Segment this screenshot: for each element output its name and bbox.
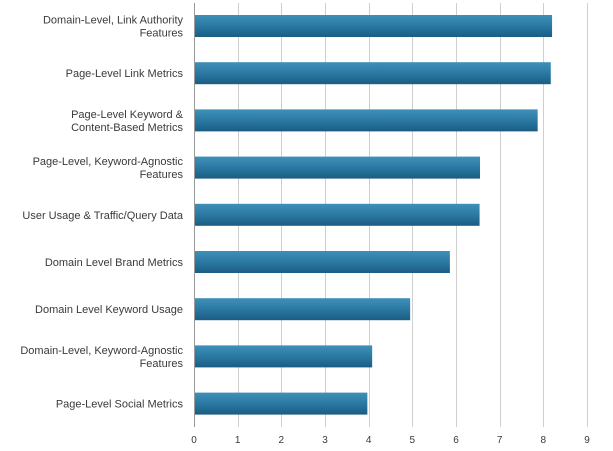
bar-7 xyxy=(195,345,373,368)
category-label-7: Domain-Level, Keyword-Agnostic Features xyxy=(20,345,183,370)
x-tick-label-3: 3 xyxy=(322,435,328,446)
bar-1 xyxy=(195,62,551,85)
category-label-0: Domain-Level, Link Authority Features xyxy=(43,15,184,40)
x-tick-label-0: 0 xyxy=(191,435,197,446)
category-label-2: Page-Level Keyword & Content-Based Metric… xyxy=(71,109,184,134)
bar-8 xyxy=(195,392,368,415)
x-tick-label-7: 7 xyxy=(497,435,503,446)
bar-2 xyxy=(195,109,538,132)
category-label-8: Page-Level Social Metrics xyxy=(56,399,184,411)
category-label-5: Domain Level Brand Metrics xyxy=(45,257,184,269)
category-labels: Domain-Level, Link Authority Features Page… xyxy=(20,15,184,411)
x-tick-label-6: 6 xyxy=(453,435,459,446)
category-label-4: User Usage & Traffic/Query Data xyxy=(22,210,183,222)
x-tick-label-1: 1 xyxy=(235,435,241,446)
bars xyxy=(195,15,553,415)
x-tick-label-2: 2 xyxy=(279,435,285,446)
bar-0 xyxy=(195,15,553,37)
category-label-1: Page-Level Link Metrics xyxy=(66,68,184,80)
x-tick-label-9: 9 xyxy=(584,435,590,446)
category-label-6: Domain Level Keyword Usage xyxy=(35,304,183,316)
x-tick-label-4: 4 xyxy=(366,435,372,446)
x-tick-label-8: 8 xyxy=(541,435,547,446)
x-tick-label-5: 5 xyxy=(410,435,416,446)
category-label-3: Page-Level, Keyword-Agnostic Features xyxy=(33,156,184,181)
bar-3 xyxy=(195,156,481,179)
x-axis: 0 1 2 3 4 5 6 7 8 9 xyxy=(191,3,590,446)
bar-5 xyxy=(195,251,450,273)
bar-6 xyxy=(195,298,411,321)
bar-4 xyxy=(195,203,480,226)
